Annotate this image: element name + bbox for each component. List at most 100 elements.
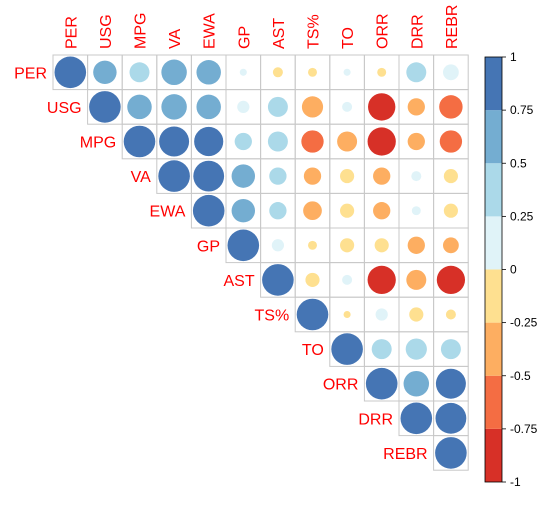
circle-mpg-orr: [367, 127, 396, 156]
circle-mpg-mpg: [123, 125, 156, 158]
circle-va-rebr: [443, 169, 458, 184]
circle-per-gp: [239, 68, 247, 76]
colorbar-tick-label: 0.5: [510, 156, 527, 170]
row-label-usg: USG: [47, 100, 82, 117]
circle-gp-tspct: [308, 240, 317, 250]
circle-mpg-tspct: [301, 130, 324, 153]
circle-tspct-tspct: [296, 298, 329, 331]
circle-mpg-to: [337, 131, 358, 152]
colorbar-bin-5: [485, 163, 502, 217]
colorbar-bin-6: [485, 110, 502, 164]
colorbar-bin-0: [485, 428, 502, 482]
col-label-orr: ORR: [375, 13, 392, 49]
col-label-per: PER: [63, 16, 80, 49]
col-label-gp: GP: [236, 26, 253, 49]
col-label-ewa: EWA: [202, 13, 219, 49]
circle-rebr-rebr: [435, 437, 467, 469]
circle-per-to: [343, 68, 351, 76]
row-label-va: VA: [131, 169, 151, 186]
colorbar-tick-label: -0.5: [510, 369, 531, 383]
circle-ewa-to: [340, 203, 355, 218]
row-label-mpg: MPG: [80, 135, 116, 152]
circle-tspct-drr: [409, 307, 424, 322]
circle-per-mpg: [129, 62, 150, 83]
cell-rebr-rebr: [433, 435, 469, 471]
circle-mpg-ast: [267, 131, 288, 152]
col-label-ast: AST: [271, 18, 288, 49]
circle-to-rebr: [440, 339, 461, 360]
circle-drr-rebr: [435, 402, 467, 434]
circle-orr-orr: [365, 367, 398, 400]
colorbar-tick-label: -0.25: [510, 316, 538, 330]
grid: [52, 54, 469, 471]
circle-usg-mpg: [127, 94, 152, 120]
circle-ast-rebr: [436, 265, 466, 295]
circle-tspct-to: [343, 310, 351, 319]
circle-va-ast: [269, 167, 287, 185]
circle-gp-rebr: [443, 237, 459, 254]
circle-mpg-rebr: [439, 130, 463, 153]
circle-per-tspct: [308, 67, 317, 77]
col-label-mpg: MPG: [133, 13, 150, 49]
circle-per-ast: [272, 67, 283, 78]
circle-per-orr: [377, 67, 387, 77]
circle-gp-gp: [227, 229, 260, 262]
circle-usg-orr: [368, 93, 396, 121]
colorbar-tick-label: 0: [510, 263, 517, 277]
circle-orr-rebr: [435, 368, 466, 399]
circle-to-drr: [405, 338, 427, 360]
circle-gp-drr: [407, 236, 425, 254]
circle-per-rebr: [443, 64, 459, 81]
circle-gp-ast: [271, 239, 285, 252]
row-label-ast: AST: [223, 273, 254, 290]
circle-drr-drr: [400, 402, 433, 435]
circle-mpg-drr: [407, 132, 425, 151]
circle-usg-va: [161, 94, 187, 120]
circle-ast-ast: [262, 264, 294, 296]
circle-per-drr: [406, 62, 427, 83]
row-labels: PER USG MPG VA EWA GP AST TS% TO ORR DRR REBR: [14, 65, 428, 463]
circle-ast-drr: [406, 269, 427, 290]
circle-va-tspct: [303, 167, 322, 185]
circle-gp-to: [340, 238, 355, 253]
colorbar-tick-label: -1: [510, 475, 521, 489]
circle-orr-drr: [403, 370, 430, 397]
column-labels: PER USG MPG VA EWA GP AST TS% TO ORR DRR REBR: [63, 5, 461, 49]
circle-va-orr: [373, 167, 391, 185]
circle-per-per: [54, 56, 87, 89]
colorbar-tick-label: 0.75: [510, 103, 534, 117]
row-label-ewa: EWA: [150, 204, 186, 221]
colorbar-bin-2: [485, 322, 502, 376]
circle-ast-orr: [367, 265, 396, 295]
circle-ewa-orr: [373, 202, 391, 220]
circle-per-usg: [93, 60, 117, 85]
circle-usg-gp: [237, 100, 250, 114]
col-label-to: TO: [340, 27, 357, 49]
circle-usg-to: [342, 101, 353, 112]
row-label-tspct: TS%: [255, 308, 290, 325]
circle-usg-ast: [267, 96, 288, 117]
row-label-rebr: REBR: [383, 446, 427, 463]
circle-ewa-drr: [411, 206, 421, 216]
circle-usg-rebr: [439, 95, 463, 119]
circle-usg-usg: [89, 91, 121, 123]
circle-ewa-tspct: [303, 201, 322, 221]
circle-gp-orr: [374, 238, 389, 253]
circle-ewa-ast: [269, 202, 287, 220]
row-label-orr: ORR: [323, 377, 359, 394]
circle-mpg-va: [159, 126, 190, 157]
circle-usg-drr: [407, 98, 425, 116]
colorbar-tick-label: 1: [510, 50, 517, 64]
circle-ewa-ewa: [192, 194, 225, 227]
circle-va-drr: [411, 171, 422, 182]
circle-mpg-gp: [234, 132, 252, 151]
colorbar-bin-7: [485, 57, 502, 111]
circle-usg-ewa: [196, 94, 221, 120]
row-label-to: TO: [302, 342, 324, 359]
colorbar-tick-label: -0.75: [510, 422, 538, 436]
circle-va-to: [340, 169, 355, 184]
circle-va-va: [158, 160, 190, 192]
circle-to-orr: [371, 339, 392, 360]
circle-tspct-rebr: [445, 309, 456, 320]
